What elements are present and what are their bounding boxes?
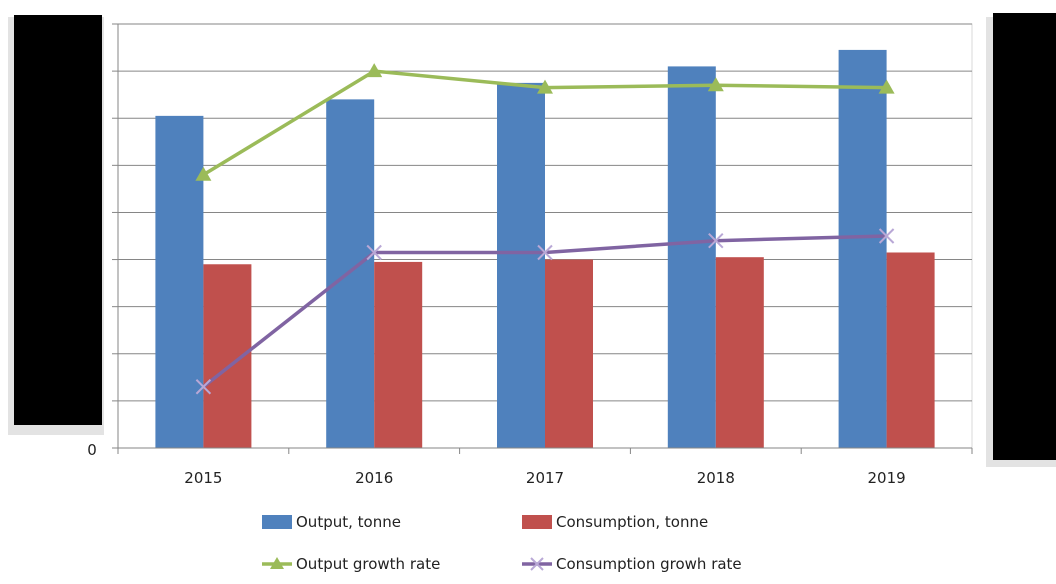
point-consumption-growh-rate-2018 [708, 233, 724, 249]
legend-marker-output-growth-rate [270, 557, 284, 569]
x-tick-label-2015: 2015 [184, 469, 222, 487]
left-redaction-box [14, 15, 102, 425]
legend-marker-consumption-growh-rate [530, 557, 544, 571]
axes [112, 23, 973, 454]
bar-output-2018 [667, 66, 716, 449]
bar-output-2015 [155, 115, 204, 448]
point-output-growth-rate-2016 [366, 63, 383, 78]
point-output-growth-rate-2017 [537, 79, 553, 94]
legend-label-consumption-tonne: Consumption, tonne [556, 513, 708, 531]
x-tick-label-2016: 2016 [355, 469, 393, 487]
legend: Output, tonne Consumption, tonne Output gr… [262, 513, 742, 573]
bar-consumption-2016 [374, 261, 423, 448]
x-tick-label-2019: 2019 [868, 469, 906, 487]
point-output-growth-rate-2019 [878, 79, 895, 94]
legend-label-output-growth-rate: Output growth rate [296, 555, 440, 573]
legend-label-consumption-growh-rate: Consumption growh rate [556, 555, 742, 573]
point-output-growth-rate-2015 [195, 166, 212, 181]
legend-swatch-output-tonne [262, 515, 292, 529]
bar-consumption-2019 [886, 252, 935, 448]
legend-label-output-tonne: Output, tonne [296, 513, 401, 531]
right-redaction-box [993, 13, 1056, 460]
point-consumption-growh-rate-2017 [537, 244, 553, 261]
bar-consumption-2018 [715, 257, 764, 448]
bar-consumption-2017 [545, 259, 593, 448]
point-consumption-growh-rate-2015 [195, 379, 212, 395]
point-consumption-growh-rate-2019 [878, 228, 895, 244]
y-tick-label-zero: 0 [87, 441, 97, 459]
x-tick-labels: 2015 2016 2017 2018 2019 [184, 469, 905, 487]
bar-output-2017 [497, 82, 545, 448]
point-consumption-growh-rate-2016 [366, 244, 382, 261]
point-output-growth-rate-2018 [707, 77, 724, 92]
series-lines [195, 63, 895, 395]
bar-output-2019 [838, 49, 887, 449]
bar-output-2016 [326, 99, 375, 448]
bars [155, 49, 935, 449]
legend-swatch-consumption-tonne [522, 515, 552, 529]
x-tick-label-2018: 2018 [697, 469, 735, 487]
x-tick-label-2017: 2017 [526, 469, 564, 487]
